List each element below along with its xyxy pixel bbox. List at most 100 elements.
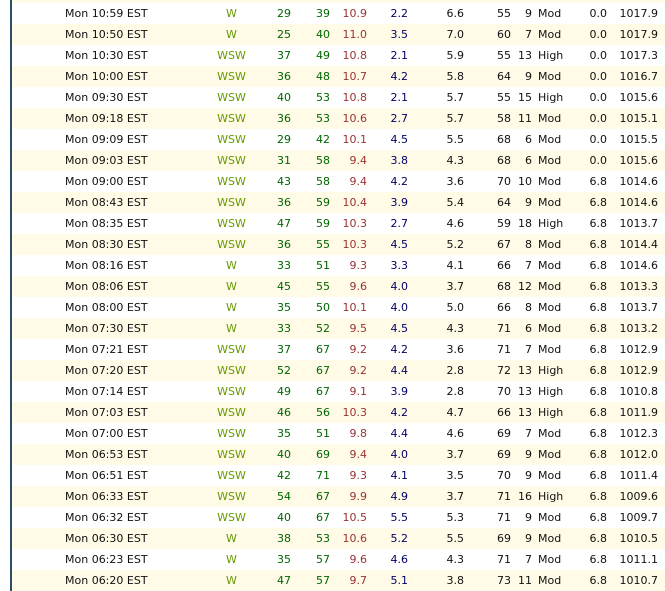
wind-gust-cell: 59	[316, 217, 330, 230]
pressure-cell: 1014.4	[619, 238, 659, 251]
humidity-cell: 55	[497, 49, 511, 62]
wind-gust-cell: 59	[316, 196, 330, 209]
wind-avg-cell: 40	[277, 511, 291, 524]
pressure-cell: 1016.7	[619, 70, 659, 83]
rating-number: 13	[518, 385, 532, 398]
time-cell: Mon 06:23 EST	[65, 553, 148, 566]
time-cell: Mon 10:30 EST	[65, 49, 148, 62]
wind-gust-cell: 69	[316, 448, 330, 461]
rain-cell: 0.0	[589, 154, 608, 167]
table-row: Mon 10:30 EST WSW 37 49 10.8 2.1 5.9 55 13 High 0.…	[12, 45, 665, 66]
wind-avg-cell: 42	[277, 469, 291, 482]
wind-avg-cell: 40	[277, 448, 291, 461]
rain-cell: 0.0	[589, 49, 608, 62]
rating-number: 9	[525, 448, 532, 461]
rating-cell: 7 Mod	[511, 24, 570, 45]
pressure-cell: 1012.9	[619, 343, 659, 356]
humidity-cell: 71	[497, 490, 511, 503]
wind-gust-cell: 55	[316, 280, 330, 293]
humidity-cell: 70	[497, 469, 511, 482]
blue-value-cell: 3.5	[390, 28, 409, 41]
blue-value-cell: 2.7	[390, 112, 409, 125]
pressure-cell: 1017.3	[619, 49, 659, 62]
rating-cell: 12 Mod	[511, 276, 570, 297]
pressure-cell: 1013.7	[619, 217, 659, 230]
wind-direction-cell: WSW	[217, 238, 246, 251]
time-cell: Mon 09:00 EST	[65, 175, 148, 188]
temperature-cell: 9.7	[349, 574, 368, 587]
table-row: Mon 07:30 EST W 33 52 9.5 4.5 4.3 71 6 Mod 6.8 1013…	[12, 318, 665, 339]
wind-gust-cell: 57	[316, 553, 330, 566]
humidity-cell: 68	[497, 154, 511, 167]
wind-direction-cell: WSW	[217, 112, 246, 125]
rating-label: Mod	[538, 532, 562, 545]
wind-gust-cell: 39	[316, 7, 330, 20]
pressure-cell: 1010.7	[619, 574, 659, 587]
blue-value-cell: 4.9	[390, 490, 409, 503]
black-value-cell: 7.0	[446, 28, 465, 41]
rating-number: 9	[525, 196, 532, 209]
table-row: Mon 09:03 EST WSW 31 58 9.4 3.8 4.3 68 6 Mod 0.0 10…	[12, 150, 665, 171]
blue-value-cell: 4.2	[390, 175, 409, 188]
wind-gust-cell: 48	[316, 70, 330, 83]
wind-avg-cell: 45	[277, 280, 291, 293]
time-cell: Mon 10:59 EST	[65, 7, 148, 20]
rain-cell: 6.8	[589, 238, 608, 251]
rating-cell: 7 Mod	[511, 549, 570, 570]
rain-cell: 6.8	[589, 532, 608, 545]
blue-value-cell: 3.9	[390, 385, 409, 398]
humidity-cell: 55	[497, 91, 511, 104]
blue-value-cell: 4.4	[390, 427, 409, 440]
rain-cell: 6.8	[589, 406, 608, 419]
rating-number: 8	[525, 238, 532, 251]
time-cell: Mon 08:35 EST	[65, 217, 148, 230]
rating-label: Mod	[538, 154, 562, 167]
table-row: Mon 07:00 EST WSW 35 51 9.8 4.4 4.6 69 7 Mod 6.8 10…	[12, 423, 665, 444]
blue-value-cell: 4.2	[390, 406, 409, 419]
wind-direction-cell: W	[226, 553, 237, 566]
rating-number: 15	[518, 91, 532, 104]
rating-label: High	[538, 49, 564, 62]
pressure-cell: 1014.6	[619, 196, 659, 209]
table-row: Mon 06:53 EST WSW 40 69 9.4 4.0 3.7 69 9 Mod 6.8 10…	[12, 444, 665, 465]
wind-gust-cell: 42	[316, 133, 330, 146]
rain-cell: 0.0	[589, 91, 608, 104]
rain-cell: 0.0	[589, 70, 608, 83]
table-row: Mon 08:06 EST W 45 55 9.6 4.0 3.7 68 12 Mod 6.8 101…	[12, 276, 665, 297]
rain-cell: 6.8	[589, 574, 608, 587]
wind-direction-cell: W	[226, 301, 237, 314]
black-value-cell: 4.6	[446, 427, 465, 440]
black-value-cell: 4.3	[446, 154, 465, 167]
wind-avg-cell: 37	[277, 49, 291, 62]
pressure-cell: 1012.0	[619, 448, 659, 461]
humidity-cell: 71	[497, 322, 511, 335]
rating-number: 11	[518, 574, 532, 587]
rating-cell: 11 Mod	[511, 108, 570, 129]
humidity-cell: 60	[497, 28, 511, 41]
rating-label: Mod	[538, 28, 562, 41]
temperature-cell: 10.3	[342, 238, 368, 251]
rating-label: Mod	[538, 343, 562, 356]
table-row: Mon 09:00 EST WSW 43 58 9.4 4.2 3.6 70 10 Mod 6.8 1…	[12, 171, 665, 192]
wind-gust-cell: 67	[316, 385, 330, 398]
rain-cell: 6.8	[589, 553, 608, 566]
wind-gust-cell: 55	[316, 238, 330, 251]
rating-number: 9	[525, 70, 532, 83]
wind-avg-cell: 33	[277, 322, 291, 335]
temperature-cell: 9.4	[349, 448, 368, 461]
rating-label: High	[538, 385, 564, 398]
rating-label: Mod	[538, 427, 562, 440]
temperature-cell: 10.4	[342, 196, 368, 209]
rating-number: 13	[518, 364, 532, 377]
table-row: Mon 06:32 EST WSW 40 67 10.5 5.5 5.3 71 9 Mod 6.8 1…	[12, 507, 665, 528]
wind-avg-cell: 36	[277, 70, 291, 83]
table-row: Mon 08:35 EST WSW 47 59 10.3 2.7 4.6 59 18 High 6.…	[12, 213, 665, 234]
humidity-cell: 66	[497, 406, 511, 419]
temperature-cell: 9.3	[349, 469, 368, 482]
rating-label: High	[538, 91, 564, 104]
temperature-cell: 9.4	[349, 154, 368, 167]
table-rows-container: Mon 10:59 EST W 29 39 10.9 2.2 6.6 55 9 Mod 0.0 101…	[12, 3, 665, 591]
wind-gust-cell: 51	[316, 259, 330, 272]
humidity-cell: 69	[497, 532, 511, 545]
time-cell: Mon 07:14 EST	[65, 385, 148, 398]
